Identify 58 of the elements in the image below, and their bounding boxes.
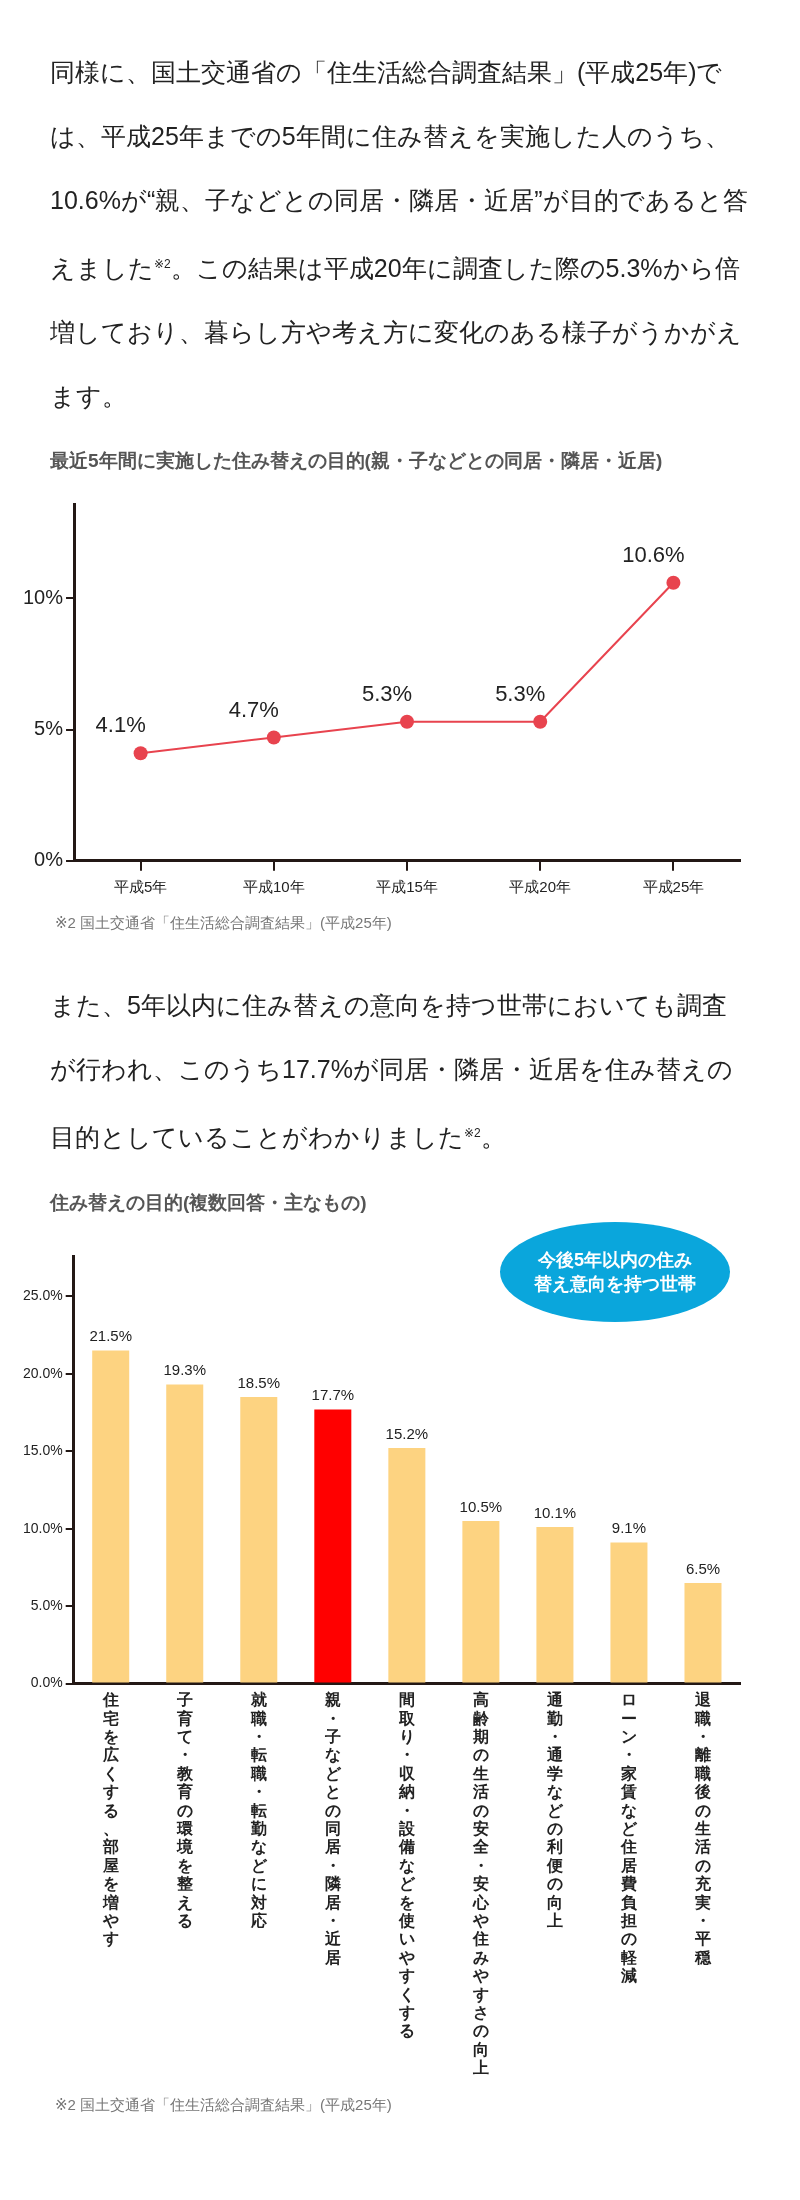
text: ※2 国土交通省「住生活総合調査結果」(平成25年): [55, 914, 393, 934]
bar: [92, 1350, 130, 1683]
data-label: 18.5%: [237, 1373, 281, 1391]
y-tick-label: 0.0%: [30, 1674, 63, 1691]
bar: [314, 1409, 352, 1683]
bar: [610, 1542, 648, 1683]
data-label: 21.5%: [89, 1326, 132, 1344]
x-tick-label: 平成20年: [509, 877, 572, 895]
chart-title: 最近5年間に実施した住み替えの目的(親・子などとの同居・隣居・近居): [50, 449, 664, 474]
data-label: 10.5%: [459, 1497, 503, 1515]
data-label: 4.7%: [228, 696, 279, 722]
bar: [684, 1582, 722, 1683]
category-label: ローン・家賃など住居費負担の軽減: [620, 1690, 637, 1984]
data-label: 17.7%: [311, 1385, 355, 1403]
data-label: 15.2%: [385, 1424, 429, 1442]
x-tick-label: 平成10年: [242, 877, 305, 895]
x-tick-label: 平成15年: [376, 877, 438, 895]
category-label: 就職・転職・転勤などに対応: [250, 1690, 267, 1929]
category-label: 退職・離職後の生活の充実・平穏: [694, 1690, 711, 1966]
category-label: 住宅を広くする、部屋を増やす: [102, 1690, 119, 1948]
data-label: 6.5%: [685, 1559, 721, 1577]
data-label: 9.1%: [611, 1518, 647, 1536]
x-tick-label: 平成5年: [113, 877, 168, 895]
data-label: 5.3%: [495, 681, 546, 707]
data-label: 5.3%: [361, 681, 413, 707]
bar: [240, 1396, 278, 1683]
bar: [388, 1447, 426, 1683]
data-label: 10.6%: [622, 542, 685, 568]
y-tick-label: 20.0%: [22, 1364, 63, 1381]
y-tick-label: 0%: [34, 848, 64, 871]
text: 同様に、国土交通省の「住生活総合調査結果」(平成25年)では、平成25年までの5年間に住み替えを実施した人のうち、10.6%が“親、子などとの同居・隣居・近居”が目的であると答えました$^{※2}$。この結果は平成20年に調査した際の5.3%から倍増しており、暮らし方や考え方に変化のある様子がうかがえます。: [50, 58, 748, 411]
y-tick-label: 25.0%: [22, 1286, 63, 1303]
bar: [536, 1526, 574, 1683]
y-tick-label: 5%: [34, 717, 64, 740]
y-tick-label: 15.0%: [22, 1441, 63, 1458]
data-label: 4.1%: [95, 712, 146, 738]
point: [666, 576, 681, 591]
point: [533, 715, 548, 730]
category-label: 親・子などとの同居・隣居・近居: [324, 1690, 341, 1966]
category-label: 通勤・通学などの利便の向上: [546, 1690, 563, 1929]
data-label: 10.1%: [533, 1503, 577, 1521]
category-label: 間取り・収納・設備などを使いやすくする: [398, 1690, 415, 2040]
bar: [462, 1520, 500, 1683]
chart-title: 住み替えの目的(複数回答・主なもの): [50, 1190, 368, 1215]
point: [133, 746, 148, 761]
point: [266, 730, 281, 745]
y-tick-label: 10%: [23, 586, 64, 609]
y-tick-label: 10.0%: [22, 1519, 63, 1536]
text: また、5年以内に住み替えの意向を持つ世帯においても調査が行われ、このうち17.7%が同居・隣居・近居を住み替えの目的としていることがわかりました$^{※2}$。: [50, 991, 733, 1152]
category-label: 高齢期の生活の安全・安心や住みやすさの向上: [472, 1690, 489, 2076]
x-tick-label: 平成25年: [642, 877, 705, 895]
y-tick-label: 5.0%: [30, 1596, 63, 1613]
bar: [166, 1384, 204, 1683]
callout-ellipse: 今後5年以内の住み替え意向を持つ世帯: [500, 1221, 730, 1322]
data-label: 19.3%: [163, 1360, 207, 1378]
text: ※2 国土交通省「住生活総合調査結果」(平成25年): [55, 2095, 393, 2115]
category-label: 子育て・教育の環境を整える: [176, 1690, 193, 1929]
point: [400, 715, 415, 730]
